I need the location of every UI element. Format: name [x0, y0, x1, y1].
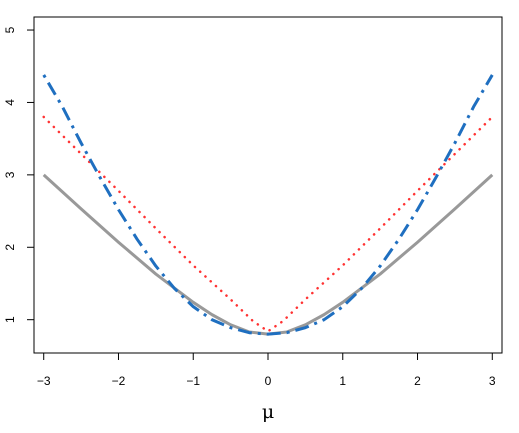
- x-tick-label: −3: [37, 374, 51, 388]
- x-tick-label: −1: [186, 374, 200, 388]
- x-tick-label: −2: [112, 374, 126, 388]
- y-tick-label: 2: [3, 244, 17, 251]
- y-tick-label: 5: [3, 26, 17, 33]
- x-tick-label: 2: [414, 374, 421, 388]
- x-axis: −3 −2 −1 0 1 2 3: [37, 352, 496, 388]
- x-tick-label: 0: [265, 374, 272, 388]
- y-axis: 1 2 3 4 5: [3, 26, 35, 323]
- y-tick-label: 1: [3, 316, 17, 323]
- y-tick-label: 4: [3, 99, 17, 106]
- y-tick-label: 3: [3, 171, 17, 178]
- series-line-solid: [42, 173, 494, 336]
- x-axis-title: μ: [262, 401, 274, 423]
- series-line-dotdash: [42, 74, 494, 336]
- series-line-dotted: [42, 115, 494, 333]
- series-layer: [42, 74, 494, 336]
- x-tick-label: 3: [489, 374, 496, 388]
- x-tick-label: 1: [339, 374, 346, 388]
